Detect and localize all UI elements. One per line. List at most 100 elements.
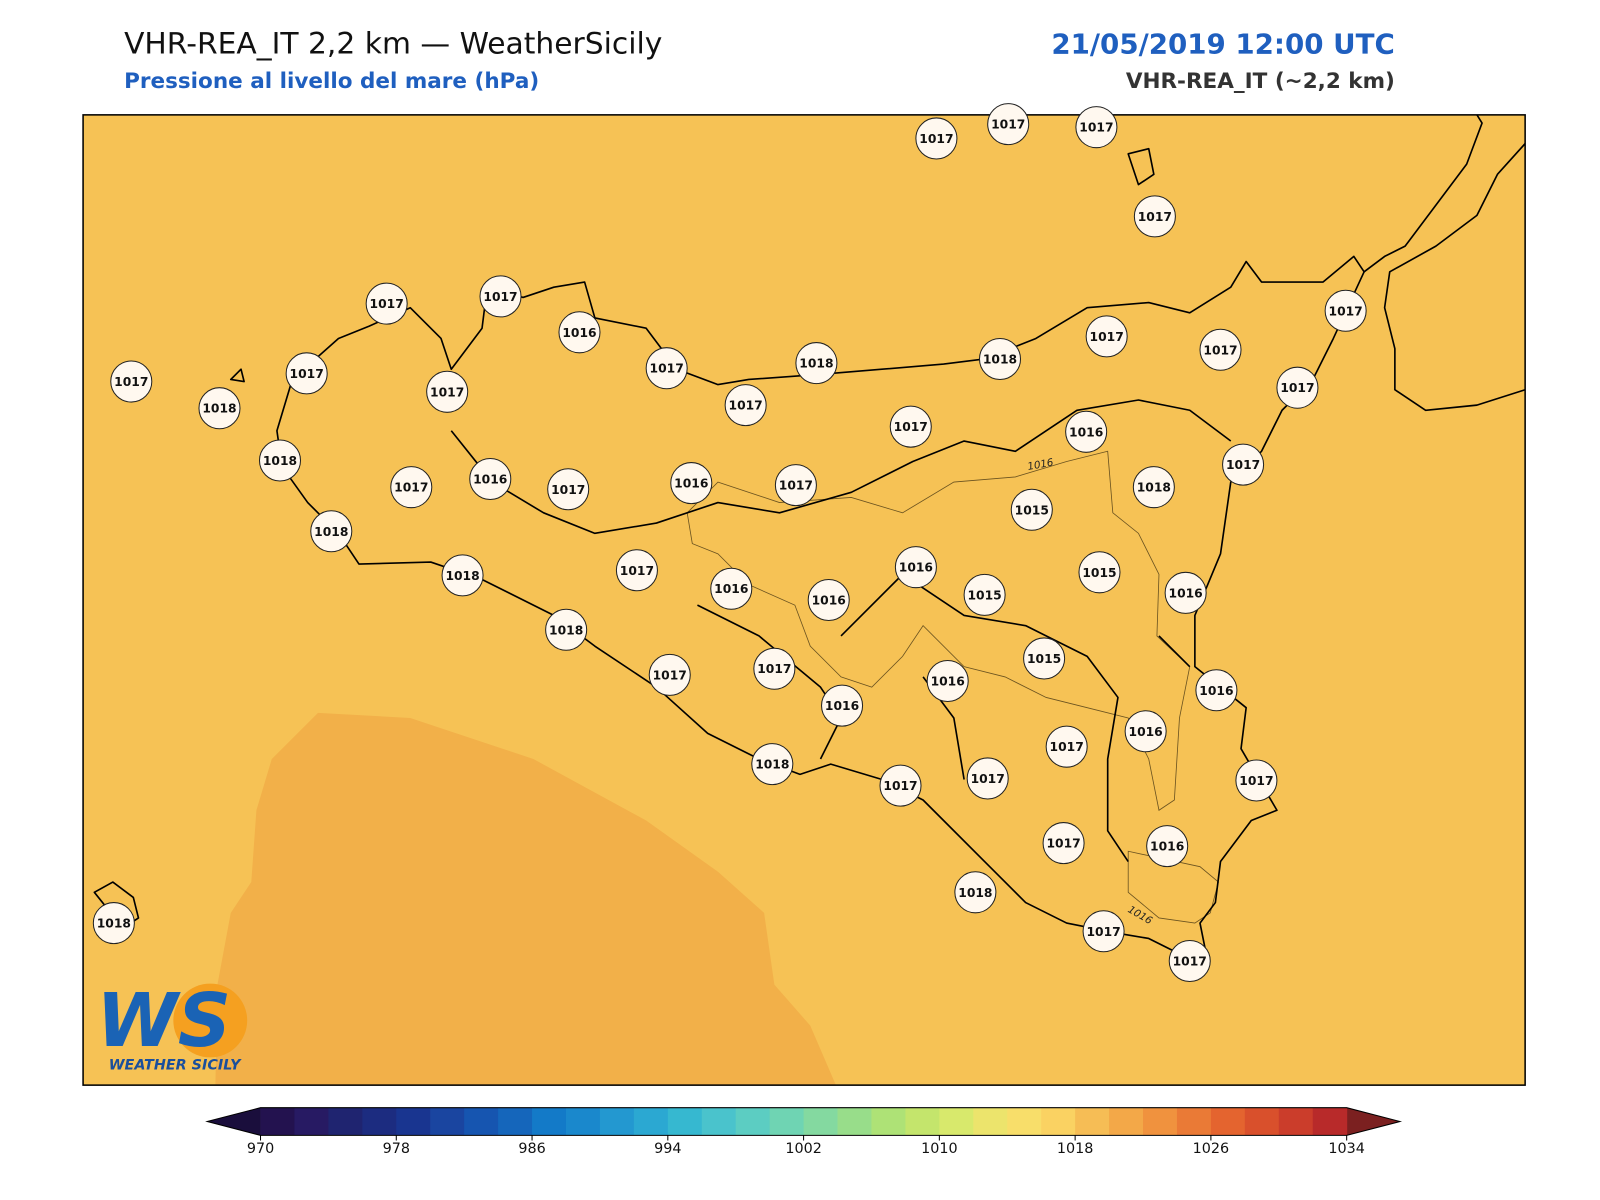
- station: 1017: [774, 464, 817, 507]
- pressure-zone: [215, 712, 836, 1086]
- station-value: 1015: [1082, 566, 1116, 580]
- station: 1017: [1075, 106, 1118, 149]
- station-marker: [1042, 822, 1085, 865]
- colorbar-segment: [871, 1107, 906, 1136]
- map-frame: [82, 114, 1526, 1086]
- colorbar-tick-label: 978: [383, 1141, 410, 1157]
- station-value: 1017: [1173, 955, 1207, 969]
- station-marker: [774, 464, 817, 507]
- colorbar-segment: [1041, 1107, 1076, 1136]
- station-value: 1016: [1199, 684, 1233, 698]
- station-marker: [1146, 825, 1189, 868]
- station-value: 1017: [919, 132, 953, 146]
- station: 1017: [1324, 289, 1367, 332]
- colorbar-segment: [1176, 1107, 1212, 1136]
- station-value: 1017: [1138, 210, 1172, 224]
- colorbar-segment: [294, 1107, 329, 1136]
- station: 1017: [1082, 910, 1125, 953]
- colorbar-segment: [905, 1107, 940, 1136]
- station: 1017: [426, 370, 469, 413]
- station-value: 1017: [1050, 740, 1084, 754]
- station-value: 1017: [729, 399, 763, 413]
- station-marker: [648, 653, 691, 696]
- station: 1016: [1146, 825, 1189, 868]
- station: 1015: [1078, 551, 1121, 594]
- station: 1016: [807, 578, 850, 622]
- station-marker: [1199, 328, 1242, 371]
- station-marker: [258, 439, 302, 482]
- station-marker: [1195, 669, 1238, 712]
- station: 1015: [963, 573, 1006, 616]
- station-value: 1017: [883, 779, 917, 793]
- station: 1017: [648, 653, 691, 696]
- station-marker: [479, 275, 522, 318]
- station-value: 1017: [650, 362, 684, 376]
- station: 1018: [258, 439, 302, 482]
- station-value: 1016: [714, 582, 748, 596]
- station-value: 1017: [894, 420, 928, 434]
- station-value: 1016: [674, 477, 708, 491]
- station-marker: [547, 468, 590, 511]
- station-marker: [1133, 195, 1176, 238]
- colorbar-segment: [1075, 1107, 1110, 1136]
- station-value: 1017: [1046, 837, 1080, 851]
- station-value: 1015: [1027, 652, 1061, 666]
- station-value: 1016: [1150, 840, 1184, 854]
- station-marker: [285, 352, 328, 395]
- station: 1017: [987, 103, 1030, 146]
- colorbar-extend-low: [207, 1107, 261, 1136]
- station-marker: [1222, 443, 1265, 486]
- station-marker: [365, 282, 408, 325]
- coastline: [1363, 114, 1526, 412]
- station: 1017: [479, 275, 522, 318]
- colorbar-segment: [1312, 1107, 1348, 1136]
- logo: WS WEATHER SICILY: [96, 978, 248, 1074]
- station-value: 1016: [1069, 425, 1103, 439]
- station: 1017: [1199, 328, 1242, 371]
- colorbar-segment: [430, 1107, 465, 1136]
- station-value: 1018: [958, 886, 992, 900]
- station-marker: [1235, 759, 1278, 802]
- station-marker: [558, 311, 601, 354]
- station: 1018: [978, 337, 1022, 380]
- station-marker: [1085, 315, 1128, 358]
- station: 1017: [1133, 195, 1176, 238]
- colorbar-segment: [1007, 1107, 1042, 1136]
- colorbar-tick-label: 1010: [921, 1141, 958, 1157]
- station-value: 1017: [653, 668, 687, 682]
- station-marker: [1168, 940, 1211, 983]
- station: 1017: [1168, 940, 1211, 983]
- station: 1017: [753, 647, 796, 690]
- station-marker: [915, 117, 958, 160]
- station-marker: [821, 684, 864, 727]
- station-marker: [926, 660, 969, 703]
- station-marker: [1324, 289, 1367, 332]
- colorbar-segment: [362, 1107, 397, 1136]
- station: 1017: [915, 117, 958, 160]
- station-marker: [987, 103, 1030, 146]
- colorbar-segment: [532, 1107, 567, 1136]
- station-marker: [469, 457, 512, 500]
- colorbar-tick-label: 1018: [1057, 1141, 1094, 1157]
- title: VHR-REA_IT 2,2 km — WeatherSicily: [124, 26, 662, 61]
- colorbar: 970 978 986 994 1002 1010 1018 1026 1034: [205, 1107, 1403, 1157]
- colorbar-tick-label: 994: [654, 1141, 681, 1157]
- colorbar-segment: [464, 1107, 499, 1136]
- station-value: 1017: [483, 290, 517, 304]
- station: 1018: [198, 387, 241, 430]
- map: [83, 114, 1526, 1086]
- station-marker: [1132, 466, 1175, 509]
- station: 1018: [1132, 466, 1175, 509]
- station-value: 1017: [1329, 304, 1363, 318]
- station: 1017: [365, 282, 408, 325]
- station-marker: [441, 554, 484, 597]
- station-marker: [1075, 106, 1118, 149]
- station: 1017: [615, 549, 658, 592]
- station-marker: [807, 578, 850, 622]
- colorbar-tick-label: 1026: [1193, 1141, 1230, 1157]
- station-value: 1016: [931, 675, 965, 689]
- colorbar-tick-label: 1034: [1328, 1141, 1365, 1157]
- station-marker: [1010, 488, 1053, 531]
- station: 1018: [545, 608, 588, 651]
- colorbar-segment: [328, 1107, 363, 1136]
